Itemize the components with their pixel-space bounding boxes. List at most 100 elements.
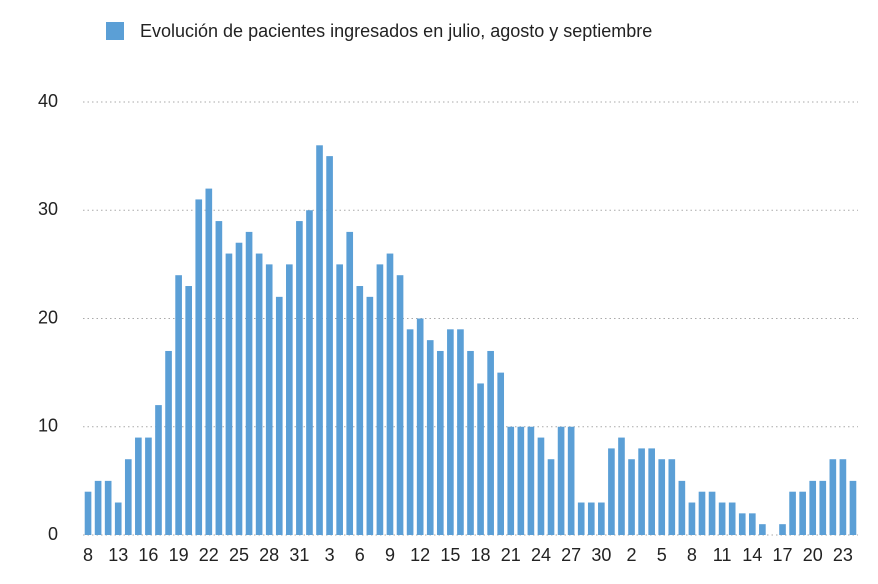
bar	[416, 318, 424, 535]
x-tick-label: 23	[833, 545, 853, 565]
bar	[205, 188, 213, 535]
bar	[457, 329, 464, 535]
bar	[668, 459, 676, 535]
bar	[255, 253, 263, 536]
y-tick-label: 10	[38, 416, 58, 436]
bar	[145, 437, 152, 535]
bar	[618, 437, 625, 535]
bar	[537, 437, 545, 535]
bar	[759, 524, 766, 535]
bar	[849, 480, 857, 535]
bar	[598, 502, 605, 535]
bar	[165, 350, 172, 535]
bar	[135, 437, 142, 535]
bar	[839, 459, 847, 535]
bar	[728, 502, 736, 535]
x-tick-label: 27	[561, 545, 581, 565]
bar	[195, 199, 203, 536]
bar	[678, 480, 686, 535]
x-tick-label: 13	[108, 545, 128, 565]
bar	[608, 448, 615, 535]
x-tick-label: 9	[385, 545, 395, 565]
x-tick-label: 20	[803, 545, 823, 565]
bar	[436, 350, 444, 535]
bar	[799, 491, 806, 535]
x-tick-label: 17	[772, 545, 792, 565]
bar	[155, 405, 162, 535]
x-tick-label: 14	[742, 545, 762, 565]
bar	[346, 231, 354, 535]
x-tick-label: 2	[627, 545, 637, 565]
bar	[517, 426, 525, 535]
bar	[235, 242, 243, 535]
bar	[467, 350, 474, 535]
legend-label: Evolución de pacientes ingresados en jul…	[140, 21, 652, 41]
bar	[265, 264, 273, 535]
bar	[336, 264, 343, 535]
bar	[104, 480, 112, 535]
bar	[638, 448, 645, 535]
bar	[487, 350, 494, 535]
x-tick-label: 6	[355, 545, 365, 565]
x-tick-label: 5	[657, 545, 667, 565]
bar	[296, 221, 303, 535]
bar	[698, 491, 706, 535]
bar	[829, 459, 837, 535]
x-tick-label: 8	[83, 545, 93, 565]
y-tick-label: 40	[38, 91, 58, 111]
bar	[286, 264, 293, 535]
bar	[316, 145, 323, 536]
x-tick-label: 12	[410, 545, 430, 565]
bar	[819, 480, 827, 535]
bar	[688, 502, 696, 535]
bar	[326, 156, 333, 535]
x-tick-label: 28	[259, 545, 279, 565]
bar	[718, 502, 726, 535]
bar	[376, 264, 384, 535]
x-tick-label: 11	[713, 545, 732, 565]
bar	[577, 502, 585, 535]
bar	[658, 459, 666, 535]
x-tick-label: 21	[501, 545, 521, 565]
bar	[175, 275, 182, 535]
bar	[306, 210, 313, 535]
bar	[185, 286, 193, 535]
x-tick-label: 24	[531, 545, 551, 565]
bar	[648, 448, 655, 535]
bar	[396, 275, 404, 535]
bar	[94, 480, 102, 535]
bar	[497, 372, 505, 535]
bar	[215, 221, 223, 535]
bar	[447, 329, 454, 535]
bar	[366, 296, 374, 535]
bar	[507, 426, 515, 535]
bar	[738, 513, 746, 535]
bar	[587, 502, 595, 535]
bar	[225, 253, 233, 536]
bar	[245, 231, 253, 535]
bar	[356, 286, 364, 535]
y-tick-label: 0	[48, 524, 58, 544]
bar	[547, 459, 555, 535]
bar	[527, 426, 535, 535]
bar	[114, 502, 122, 535]
bar	[84, 491, 92, 535]
x-tick-label: 30	[591, 545, 611, 565]
y-tick-label: 30	[38, 199, 58, 219]
bar	[275, 296, 283, 535]
x-tick-label: 22	[199, 545, 219, 565]
bar	[386, 253, 394, 536]
bar	[708, 491, 716, 535]
x-tick-label: 19	[169, 545, 189, 565]
bar	[779, 524, 786, 535]
bar	[628, 459, 635, 535]
x-tick-label: 25	[229, 545, 249, 565]
bar	[748, 513, 756, 535]
bar	[809, 480, 817, 535]
x-tick-label: 18	[471, 545, 491, 565]
y-tick-label: 20	[38, 307, 58, 327]
bar	[557, 426, 565, 535]
bar	[477, 383, 484, 535]
bar	[406, 329, 414, 535]
